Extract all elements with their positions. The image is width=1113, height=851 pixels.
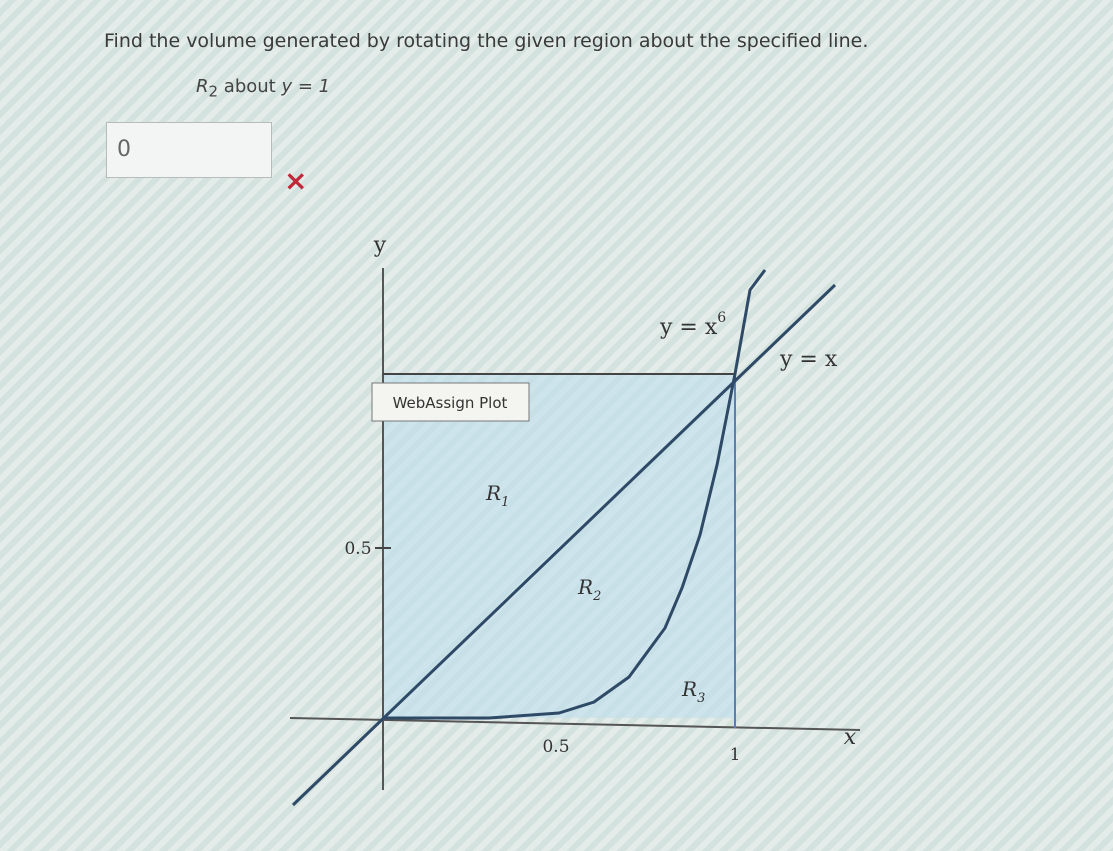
x-axis xyxy=(289,717,861,731)
region-label-sub: 2 xyxy=(592,589,601,604)
region-label-sub: 1 xyxy=(501,495,509,510)
question-prompt: Find the volume generated by rotating th… xyxy=(104,30,869,52)
region-label-base: R xyxy=(485,481,501,505)
about-word: about xyxy=(223,76,276,97)
caption-box xyxy=(371,382,530,422)
region-label-base: R xyxy=(681,677,697,701)
x-axis-label: x xyxy=(844,725,857,750)
region-base: R xyxy=(196,76,209,97)
region-label: R2 xyxy=(577,575,601,604)
axis-line: y = 1 xyxy=(281,76,331,97)
curve xyxy=(383,269,767,720)
line-label: y = x xyxy=(779,347,838,372)
y-axis-label: y xyxy=(373,233,387,258)
answer-status: × xyxy=(284,164,308,197)
question-region: R2 about y = 1 xyxy=(196,76,330,101)
x-tick-label: 1 xyxy=(730,745,741,765)
region-label: R1 xyxy=(485,481,509,510)
y-tick-label: 0.5 xyxy=(344,539,371,559)
curve-label-exp: 6 xyxy=(717,310,726,326)
x-tick-label: 0.5 xyxy=(542,737,569,757)
region-sub: 2 xyxy=(208,82,219,101)
region-label-sub: 3 xyxy=(697,691,705,706)
region-label: R3 xyxy=(681,677,705,706)
plot-caption: WebAssign Plot xyxy=(393,394,508,412)
curve-label-base: y = x xyxy=(659,315,718,340)
region-label-base: R xyxy=(577,575,593,599)
answer-input[interactable]: 0 xyxy=(106,122,272,178)
curve-label: y = x6 xyxy=(659,310,726,340)
